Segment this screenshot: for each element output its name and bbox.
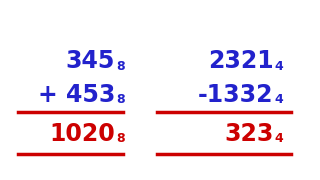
Text: + 453: + 453 — [38, 82, 115, 107]
Text: 4: 4 — [275, 60, 284, 73]
Text: 2321: 2321 — [208, 49, 274, 73]
Text: 4: 4 — [275, 132, 284, 145]
Text: 8: 8 — [116, 93, 125, 106]
Text: 8: 8 — [116, 132, 125, 145]
Text: 1020: 1020 — [50, 122, 115, 146]
Text: 4: 4 — [275, 93, 284, 106]
Text: -1332: -1332 — [198, 82, 274, 107]
Text: 8: 8 — [116, 60, 125, 73]
Text: 345: 345 — [66, 49, 115, 73]
Text: 323: 323 — [224, 122, 274, 146]
Text: Addition & Subtraction (Number Bases): Addition & Subtraction (Number Bases) — [2, 11, 318, 24]
